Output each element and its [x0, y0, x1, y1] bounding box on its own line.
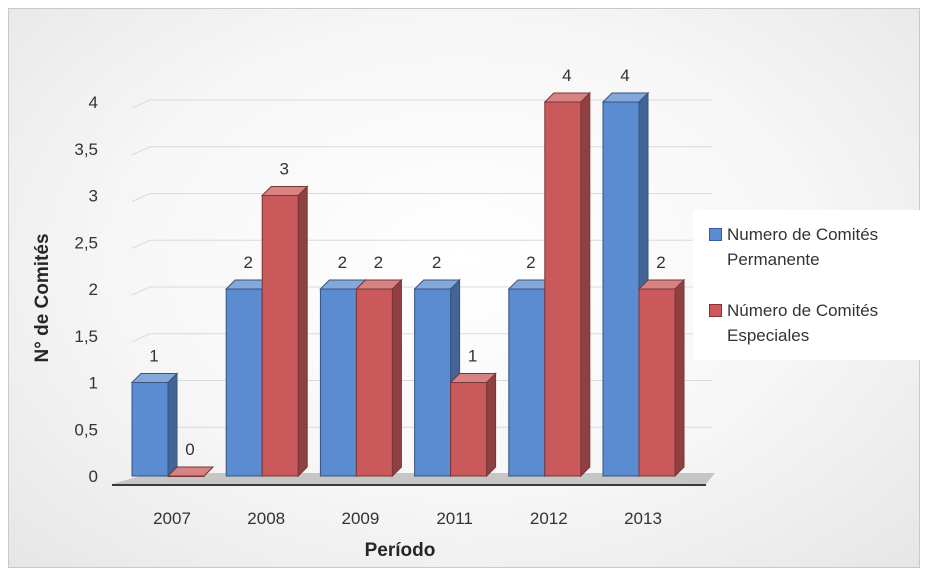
gridline — [131, 146, 712, 156]
permanente-data-label: 2 — [526, 253, 535, 272]
legend-swatch-especiales — [709, 304, 722, 317]
x-tick-label: 2012 — [530, 509, 568, 528]
legend-swatch-permanente — [709, 228, 722, 241]
y-tick-label: 4 — [89, 93, 98, 112]
y-tick-label: 3 — [89, 187, 98, 206]
especiales-bar — [638, 288, 676, 477]
permanente-bar — [508, 288, 546, 477]
especiales-bar-side — [297, 185, 308, 478]
permanente-bar — [225, 288, 263, 477]
especiales-data-label: 0 — [185, 440, 194, 459]
permanente-bar — [319, 288, 357, 477]
permanente-data-label: 2 — [243, 253, 252, 272]
x-tick-label: 2011 — [436, 509, 473, 528]
especiales-bar-side — [391, 278, 402, 478]
especiales-bar-side — [674, 278, 685, 478]
especiales-bar-side — [580, 91, 591, 478]
y-tick-label: 3,5 — [74, 140, 98, 159]
gridline — [131, 239, 712, 249]
especiales-data-label: 3 — [279, 160, 288, 179]
permanente-bar — [602, 101, 640, 477]
especiales-bar — [544, 101, 582, 477]
especiales-data-label: 2 — [374, 253, 383, 272]
especiales-bar — [261, 195, 299, 477]
y-tick-label: 1,5 — [74, 327, 98, 346]
especiales-bar-side — [486, 372, 497, 478]
permanente-data-label: 1 — [149, 347, 158, 366]
legend-item-permanente: Numero de Comités Permanente — [709, 222, 926, 272]
especiales-bar — [355, 288, 393, 477]
permanente-data-label: 4 — [620, 66, 629, 85]
permanente-bar — [414, 288, 452, 477]
y-tick-label: 0 — [89, 467, 98, 486]
y-axis-title: N° de Comités — [32, 233, 53, 362]
especiales-data-label: 2 — [656, 253, 665, 272]
legend-label-permanente: Numero de Comités Permanente — [727, 225, 879, 269]
y-tick-label: 2 — [89, 280, 98, 299]
permanente-bar — [131, 382, 169, 477]
y-tick-label: 2,5 — [74, 233, 98, 252]
x-tick-label: 2013 — [624, 509, 662, 528]
legend-item-especiales: Número de Comités Especiales — [709, 298, 926, 348]
gridline — [131, 193, 712, 202]
y-tick-label: 0,5 — [74, 420, 98, 439]
gridline — [131, 99, 712, 109]
x-tick-label: 2009 — [341, 509, 379, 528]
permanente-bar-side — [167, 372, 178, 478]
legend-label-especiales: Número de Comités Especiales — [727, 301, 879, 345]
x-tick-label: 2007 — [153, 509, 191, 528]
especiales-bar — [450, 382, 488, 477]
permanente-data-label: 2 — [338, 253, 347, 272]
especiales-data-label: 1 — [468, 347, 477, 366]
x-axis-title: Período — [365, 540, 436, 561]
chart-legend: Numero de Comités Permanente Número de C… — [693, 210, 926, 360]
permanente-data-label: 2 — [432, 253, 441, 272]
especiales-bar — [167, 475, 205, 477]
y-tick-label: 1 — [89, 374, 98, 393]
x-tick-label: 2008 — [247, 509, 285, 528]
especiales-data-label: 4 — [562, 66, 571, 85]
